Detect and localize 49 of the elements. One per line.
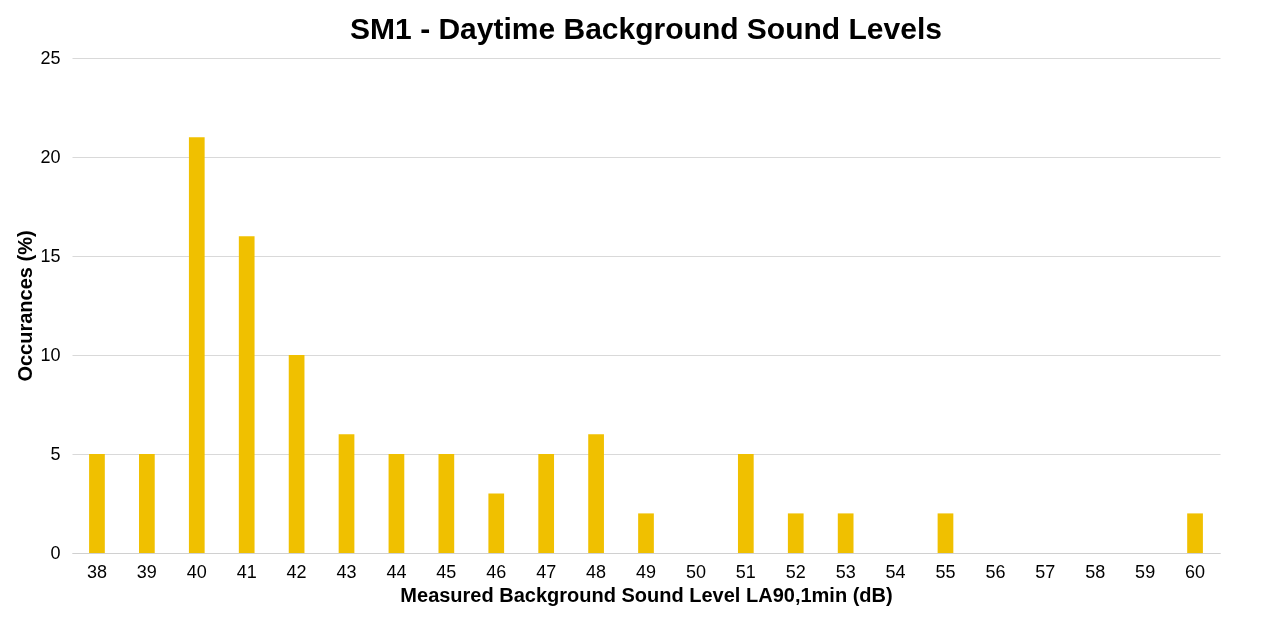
x-tick-label: 46 — [486, 561, 507, 582]
x-tick-label: 43 — [336, 561, 357, 582]
bar — [188, 137, 205, 553]
y-tick-label: 5 — [50, 443, 61, 464]
x-tick-label: 56 — [985, 561, 1006, 582]
x-tick-label: 47 — [536, 561, 557, 582]
bar — [638, 513, 654, 553]
x-tick-label: 40 — [186, 561, 207, 582]
y-tick-label: 15 — [40, 245, 61, 266]
bar — [937, 513, 954, 553]
bar — [238, 236, 255, 553]
y-tick-label: 20 — [40, 146, 61, 167]
bar — [588, 434, 604, 553]
x-tick-label: 50 — [685, 561, 706, 582]
x-tick-label: 39 — [136, 561, 157, 582]
bar — [837, 513, 854, 553]
bar — [139, 454, 155, 553]
bar — [338, 434, 355, 553]
x-tick-label: 41 — [236, 561, 257, 582]
x-axis-title: Measured Background Sound Level LA90,1min (dB) — [400, 583, 893, 606]
x-tick-label: 52 — [785, 561, 806, 582]
bar — [288, 355, 305, 553]
x-tick-label: 59 — [1135, 561, 1156, 582]
bar — [538, 454, 555, 553]
x-tick-label: 49 — [635, 561, 657, 582]
x-tick-label: 58 — [1085, 561, 1106, 582]
chart-title: SM1 - Daytime Background Sound Levels — [350, 12, 942, 45]
bar — [438, 454, 455, 553]
y-tick-label: 25 — [40, 47, 61, 68]
x-tick-label: 55 — [935, 561, 956, 582]
x-tick-label: 48 — [586, 561, 607, 582]
bar — [388, 454, 405, 553]
x-tick-label: 51 — [735, 561, 756, 582]
x-tick-label: 53 — [835, 561, 856, 582]
y-axis-title: Occurances (%) — [14, 230, 37, 382]
bar — [737, 454, 754, 553]
bar — [488, 493, 505, 553]
bar — [787, 513, 804, 553]
x-tick-label: 42 — [286, 561, 307, 582]
y-tick-label: 10 — [40, 344, 61, 365]
x-tick-label: 60 — [1185, 561, 1206, 582]
y-tick-label: 0 — [50, 542, 61, 563]
x-tick-label: 54 — [885, 561, 906, 582]
x-tick-label: 38 — [86, 561, 107, 582]
bar — [1187, 513, 1203, 553]
x-tick-label: 45 — [436, 561, 457, 582]
bar — [89, 454, 105, 553]
x-tick-label: 44 — [386, 561, 407, 582]
x-tick-label: 57 — [1035, 561, 1056, 582]
